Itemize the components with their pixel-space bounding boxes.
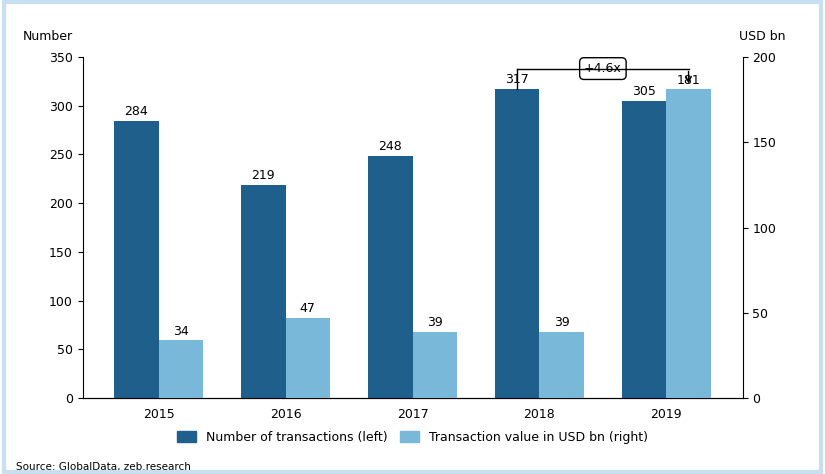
Legend: Number of transactions (left), Transaction value in USD bn (right): Number of transactions (left), Transacti… — [172, 426, 653, 449]
Text: Source: GlobalData, zeb.research: Source: GlobalData, zeb.research — [16, 462, 191, 472]
Text: 34: 34 — [173, 325, 189, 337]
Bar — [368, 156, 412, 398]
Text: USD bn: USD bn — [739, 30, 785, 43]
Bar — [158, 340, 203, 398]
Bar — [622, 101, 667, 398]
Bar — [412, 332, 457, 398]
Bar — [495, 89, 540, 398]
Text: Number: Number — [23, 30, 73, 43]
Text: 47: 47 — [299, 302, 316, 315]
Bar — [285, 318, 330, 398]
Bar — [667, 89, 711, 398]
Text: 248: 248 — [379, 140, 402, 154]
Text: 39: 39 — [427, 316, 442, 329]
Text: 317: 317 — [506, 73, 529, 86]
Bar — [114, 121, 158, 398]
Bar — [540, 332, 584, 398]
Text: +4.6x: +4.6x — [584, 62, 622, 75]
Text: 305: 305 — [632, 85, 656, 98]
Text: 284: 284 — [125, 105, 148, 118]
Text: 181: 181 — [676, 74, 700, 87]
Bar — [241, 184, 285, 398]
Text: 219: 219 — [252, 169, 276, 182]
Text: 39: 39 — [554, 316, 569, 329]
